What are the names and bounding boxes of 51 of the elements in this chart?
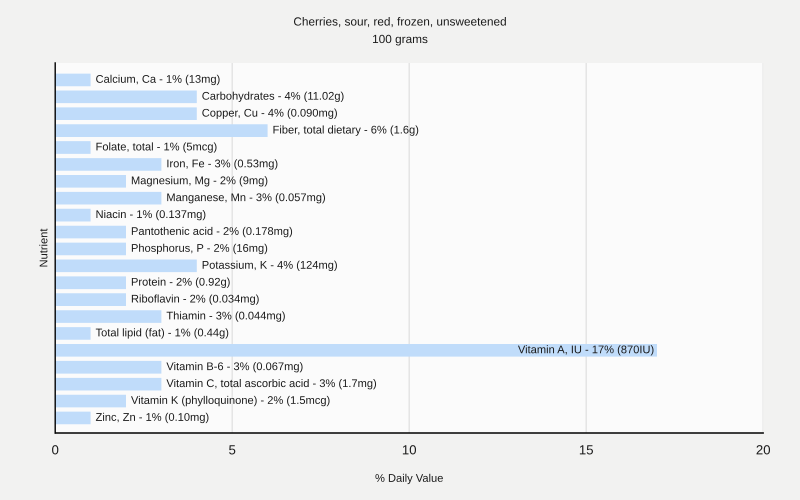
bar [55, 344, 657, 357]
y-tick-label: Zinc, Zn - 1% (0.10mg) [96, 412, 208, 424]
chart-title: Cherries, sour, red, frozen, unsweetened [294, 17, 506, 28]
x-tick-label: 0 [52, 445, 58, 454]
y-tick-label: Magnesium, Mg - 2% (9mg) [132, 176, 268, 186]
y-tick-label: Niacin - 1% (0.137mg) [96, 210, 206, 220]
x-tick-label: 20 [756, 445, 770, 454]
y-tick-label: Vitamin A, IU - 17% (870IU) [518, 345, 654, 356]
y-tick-label: Phosphorus, P - 2% (16mg) [132, 244, 268, 254]
bar [55, 378, 162, 390]
y-tick-label: Vitamin B-6 - 3% (0.067mg) [166, 362, 303, 372]
y-tick-label: Calcium, Ca - 1% (13mg) [96, 74, 220, 86]
y-tick-label: Thiamin - 3% (0.044mg) [166, 311, 285, 322]
y-tick-label: Iron, Fe - 3% (0.53mg) [167, 159, 278, 170]
y-tick-label: Carbohydrates - 4% (11.02g) [202, 92, 344, 102]
bar [55, 208, 91, 222]
bar [55, 242, 126, 256]
y-tick-label: Manganese, Mn - 3% (0.057mg) [167, 193, 326, 204]
y-tick-label: Vitamin K (phylloquinone) - 2% (1.5mcg) [131, 396, 330, 406]
bar [55, 90, 197, 104]
x-tick-label: 5 [229, 445, 236, 454]
bar [55, 293, 126, 306]
bar [55, 360, 162, 374]
bar [55, 192, 162, 205]
y-tick-label: Protein - 2% (0.92g) [132, 278, 230, 288]
x-tick-label: 10 [402, 445, 416, 454]
y-tick-label: Total lipid (fat) - 1% (0.44g) [96, 328, 228, 339]
x-axis-title: % Daily Value [375, 474, 443, 484]
bar [55, 141, 91, 154]
bar [55, 74, 91, 86]
bar [55, 174, 126, 188]
y-tick-label: Riboflavin - 2% (0.034mg) [132, 294, 259, 305]
y-tick-label: Pantothenic acid - 2% (0.178mg) [132, 226, 292, 238]
bar [55, 158, 162, 171]
y-axis-title: Nutrient [39, 228, 48, 267]
bar [55, 394, 126, 408]
y-tick-label: Potassium, K - 4% (124mg) [202, 260, 337, 272]
bar [55, 259, 197, 272]
bar [55, 412, 91, 424]
bar [55, 276, 126, 290]
chart-subtitle: 100 grams [373, 34, 428, 46]
y-tick-label: Fiber, total dietary - 6% (1.6g) [273, 125, 418, 136]
y-tick-label: Folate, total - 1% (5mcg) [96, 142, 217, 153]
x-tick-label: 15 [580, 445, 593, 454]
y-tick-label: Copper, Cu - 4% (0.090mg) [202, 108, 337, 119]
y-tick-label: Vitamin C, total ascorbic acid - 3% (1.7mg) [166, 378, 376, 390]
bar [55, 226, 126, 238]
bar [55, 327, 91, 340]
bar [55, 124, 268, 137]
bar [55, 107, 197, 120]
bar [55, 310, 162, 323]
